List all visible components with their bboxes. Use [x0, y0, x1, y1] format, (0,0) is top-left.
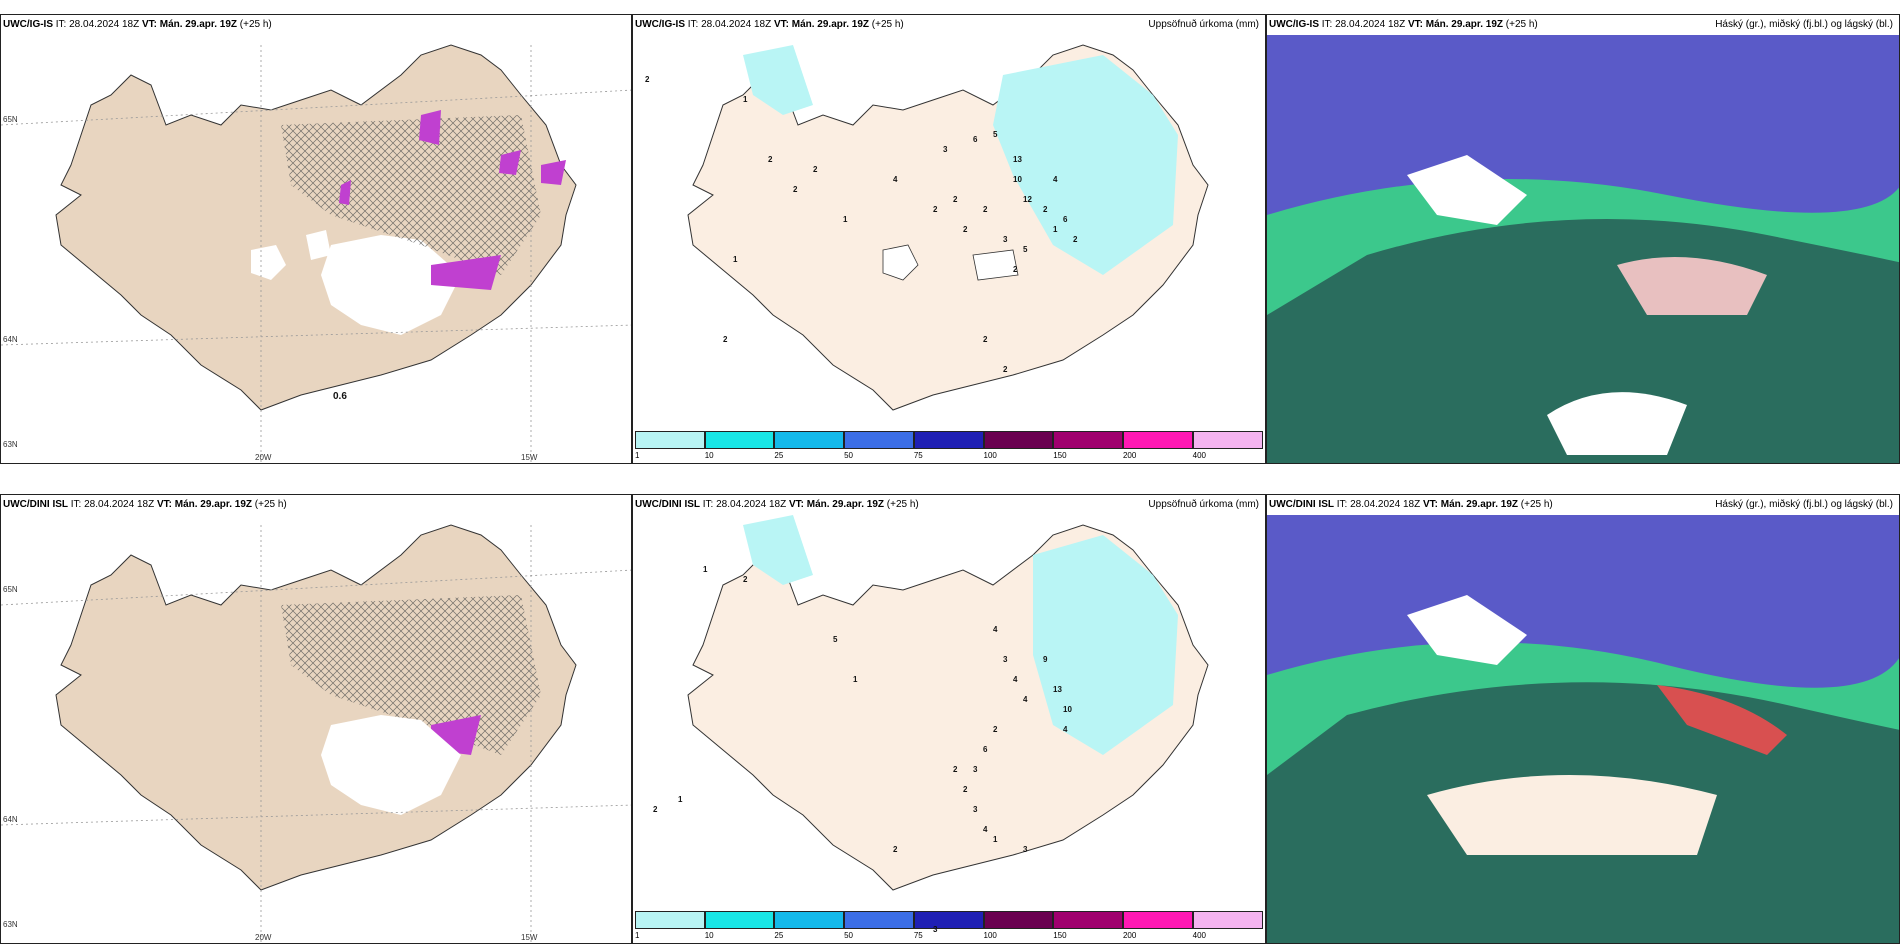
lat-label-63: 63N: [3, 440, 18, 449]
precip-value-label: 2: [983, 205, 988, 214]
precip-value-label: 2: [1043, 205, 1048, 214]
precip-value-label: 1: [993, 835, 998, 844]
precip-value-label: 4: [993, 625, 998, 634]
precip-value-label: 4: [893, 175, 898, 184]
precip-value-label: 9: [1043, 655, 1048, 664]
precip-value-label: 2: [993, 725, 998, 734]
precip-value-label: 2: [1003, 365, 1008, 374]
precip-value-label: 2: [933, 205, 938, 214]
precip-value-label: 6: [983, 745, 988, 754]
lon-label-20w: 20W: [255, 453, 272, 462]
panel-header: UWC/DINI ISL IT: 28.04.2024 18Z VT: Mán.…: [635, 499, 919, 510]
map-precip: [687, 515, 1209, 891]
lon-label-20w: 20W: [255, 933, 272, 942]
map-clouds: [1267, 515, 1899, 943]
precip-value-label: 5: [833, 635, 838, 644]
precip-value-label: 3: [1023, 845, 1028, 854]
lat-label-65: 65N: [3, 115, 18, 124]
precip-value-label: 2: [653, 805, 658, 814]
panel-title: Uppsöfnuð úrkoma (mm): [1148, 19, 1259, 30]
precip-value-label: 1: [1053, 225, 1058, 234]
precip-value-label: 5: [1023, 245, 1028, 254]
panel-header: UWC/DINI ISL IT: 28.04.2024 18Z VT: Mán.…: [1269, 499, 1553, 510]
lon-label-15w: 15W: [521, 453, 538, 462]
precip-value-label: 12: [1023, 195, 1032, 204]
precip-value-label: 3: [943, 145, 948, 154]
map-wind-snow: [1, 44, 631, 463]
panel-header: UWC/IG-IS IT: 28.04.2024 18Z VT: Mán. 29…: [635, 19, 904, 30]
precip-value-label: 2: [953, 765, 958, 774]
precip-value-label: 1: [678, 795, 683, 804]
precip-value-label: 2: [1073, 235, 1078, 244]
panel-ig-clouds: UWC/IG-IS IT: 28.04.2024 18Z VT: Mán. 29…: [1266, 14, 1900, 464]
precip-value-label: 2: [963, 785, 968, 794]
colorbar: 1 10 25 50 75 100 150 200 400: [635, 911, 1263, 941]
precip-value-label: 10: [1063, 705, 1072, 714]
map-wind-snow: [1, 524, 631, 943]
panel-header: UWC/IG-IS IT: 28.04.2024 18Z VT: Mán. 29…: [1269, 19, 1538, 30]
precip-value-label: 2: [1013, 265, 1018, 274]
precip-value-label: 3: [973, 765, 978, 774]
panel-title: Uppsöfnuð úrkoma (mm): [1148, 499, 1259, 510]
precip-value-label: 13: [1053, 685, 1062, 694]
precip-value-label: 3: [973, 805, 978, 814]
precip-value-label: 1: [853, 675, 858, 684]
precip-value-label: 1: [743, 95, 748, 104]
precip-value-label: 2: [743, 575, 748, 584]
precip-value-label: 2: [953, 195, 958, 204]
precip-value-label: 3: [1003, 655, 1008, 664]
lat-label-63: 63N: [3, 920, 18, 929]
panel-title: Háský (gr.), miðský (fj.bl.) og lágský (…: [1715, 19, 1893, 30]
panel-header: UWC/IG-IS IT: 28.04.2024 18Z VT: Mán. 29…: [3, 19, 272, 30]
map-precip: [687, 44, 1209, 411]
map-clouds: [1267, 35, 1899, 463]
precip-value-label: 6: [973, 135, 978, 144]
precip-value-label: 1: [843, 215, 848, 224]
panel-dini-clouds: UWC/DINI ISL IT: 28.04.2024 18Z VT: Mán.…: [1266, 494, 1900, 944]
panel-dini-precip: UWC/DINI ISL IT: 28.04.2024 18Z VT: Mán.…: [632, 494, 1266, 944]
precip-value-label: 1: [733, 255, 738, 264]
precip-value-label: 2: [645, 75, 650, 84]
panel-ig-wind: UWC/IG-IS IT: 28.04.2024 18Z VT: Mán. 29…: [0, 14, 632, 464]
precip-value-label: 13: [1013, 155, 1022, 164]
lon-label-15w: 15W: [521, 933, 538, 942]
panel-dini-wind: UWC/DINI ISL IT: 28.04.2024 18Z VT: Mán.…: [0, 494, 632, 944]
precip-value-label: 3: [933, 925, 938, 934]
precip-value-label: 4: [1013, 675, 1018, 684]
panel-title: Háský (gr.), miðský (fj.bl.) og lágský (…: [1715, 499, 1893, 510]
precip-value-label: 2: [723, 335, 728, 344]
colorbar: 1 10 25 50 75 100 150 200 400: [635, 431, 1263, 461]
value-annotation: 0.6: [333, 391, 347, 402]
precip-value-label: 2: [813, 165, 818, 174]
precip-value-label: 2: [768, 155, 773, 164]
precip-value-label: 4: [1063, 725, 1068, 734]
precip-value-label: 4: [1023, 695, 1028, 704]
panel-header: UWC/DINI ISL IT: 28.04.2024 18Z VT: Mán.…: [3, 499, 287, 510]
precip-value-label: 3: [1003, 235, 1008, 244]
precip-value-label: 1: [703, 565, 708, 574]
precip-value-label: 10: [1013, 175, 1022, 184]
precip-value-label: 2: [963, 225, 968, 234]
precip-value-label: 2: [893, 845, 898, 854]
precip-value-label: 4: [983, 825, 988, 834]
precip-value-label: 2: [793, 185, 798, 194]
panel-ig-precip: UWC/IG-IS IT: 28.04.2024 18Z VT: Mán. 29…: [632, 14, 1266, 464]
lat-label-64: 64N: [3, 335, 18, 344]
precip-value-label: 5: [993, 130, 998, 139]
lat-label-65: 65N: [3, 585, 18, 594]
precip-value-label: 6: [1063, 215, 1068, 224]
precip-value-label: 2: [983, 335, 988, 344]
precip-value-label: 4: [1053, 175, 1058, 184]
lat-label-64: 64N: [3, 815, 18, 824]
